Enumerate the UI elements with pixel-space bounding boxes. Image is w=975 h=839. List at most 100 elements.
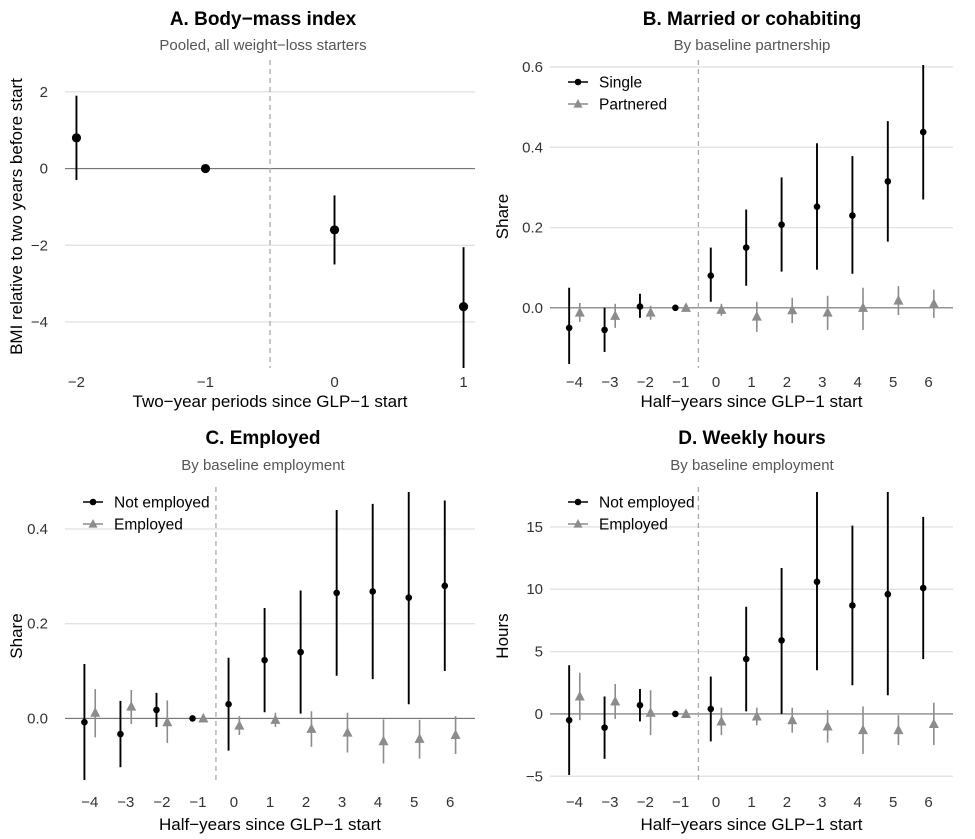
x-tick-label: 2: [783, 374, 791, 391]
series-not-employed: [81, 492, 449, 780]
data-point: [778, 637, 785, 644]
x-tick-label: 1: [747, 794, 755, 811]
data-point: [716, 304, 727, 314]
data-point: [893, 294, 904, 305]
data-point: [742, 655, 750, 663]
panel-title: A. Body−mass index: [170, 9, 357, 30]
data-point: [297, 648, 304, 656]
x-tick-label: 6: [446, 794, 454, 811]
x-tick-label: −2: [68, 374, 85, 391]
data-point: [787, 304, 798, 315]
panel-subtitle: By baseline employment: [670, 457, 834, 474]
data-point: [574, 307, 585, 317]
data-point: [329, 225, 340, 235]
x-tick-label: 4: [854, 794, 862, 811]
data-point: [369, 588, 377, 595]
data-point: [751, 710, 762, 721]
panel-2: 0.6 0.4 0.2 0.0 −4 −3 −2 −1 0 1 2 3 4 5 6 B. Married or…: [493, 9, 953, 411]
data-point: [672, 710, 679, 718]
x-tick-label: −2: [637, 794, 654, 811]
panel-subtitle: By baseline partnership: [674, 37, 831, 54]
data-point: [681, 708, 691, 718]
data-point: [858, 302, 869, 312]
legend-item: Not employed: [568, 495, 695, 512]
x-tick-label: 3: [338, 794, 346, 811]
legend-label: Employed: [599, 517, 668, 534]
y-tick-label: 0.4: [27, 521, 48, 538]
data-point: [126, 700, 137, 711]
y-tick-label: −5: [526, 768, 543, 785]
legend-key-marker: [574, 78, 582, 86]
series-single: [565, 65, 927, 364]
x-tick-label: −3: [601, 794, 618, 811]
data-point: [610, 695, 621, 706]
data-point: [884, 178, 892, 185]
y-tick-label: 0.2: [522, 220, 543, 237]
data-point: [707, 705, 715, 713]
data-point: [450, 729, 461, 740]
x-tick-label: 1: [459, 374, 467, 391]
data-point: [441, 582, 449, 590]
x-tick-label: 0: [330, 374, 338, 391]
y-tick-label: −2: [31, 237, 48, 254]
data-point: [405, 594, 413, 601]
y-tick-label: 5: [535, 644, 543, 661]
legend-label: Not employed: [114, 495, 210, 512]
x-tick-label: 6: [924, 794, 932, 811]
x-tick-label: 3: [818, 794, 826, 811]
x-tick-label: −4: [566, 374, 583, 391]
data-point: [919, 584, 927, 592]
data-point: [813, 203, 821, 210]
data-point: [893, 724, 904, 735]
data-point: [928, 718, 939, 728]
data-point: [928, 298, 939, 308]
y-axis-label: BMI relative to two years before start: [7, 78, 26, 355]
data-point: [645, 307, 656, 317]
x-tick-label: −1: [189, 794, 206, 811]
x-tick-label: −1: [197, 374, 214, 391]
x-tick-label: 1: [747, 374, 755, 391]
x-tick-label: −1: [672, 374, 689, 391]
data-point: [858, 724, 869, 735]
data-point: [342, 727, 353, 737]
y-tick-label: 0.6: [522, 59, 543, 76]
x-tick-label: 0: [230, 794, 238, 811]
panel-subtitle: Pooled, all weight−loss starters: [159, 37, 366, 54]
data-point: [574, 690, 585, 701]
x-tick-label: −2: [637, 374, 654, 391]
data-point: [645, 707, 656, 717]
y-tick-label: 0.4: [522, 139, 543, 156]
x-tick-label: 0: [712, 794, 720, 811]
series-not-employed: [565, 492, 927, 776]
panel-3: 0.4 0.2 0.0 −4 −3 −2 −1 0 1 2 3 4 5 6 C. Employed By ba…: [7, 428, 475, 834]
panel-4: 15 10 5 0 −5 −4 −3 −2 −1 0 1 2 3 4 5 6 D. Weekly hours By…: [493, 428, 953, 834]
series-partnered: [574, 286, 939, 332]
panel-title: D. Weekly hours: [678, 428, 825, 449]
data-point: [200, 163, 211, 174]
legend-key-marker: [574, 498, 582, 506]
y-axis-label: Share: [493, 194, 512, 239]
x-tick-label: 2: [302, 794, 310, 811]
data-point: [90, 707, 101, 717]
x-tick-label: −2: [153, 794, 170, 811]
y-tick-label: 2: [40, 84, 48, 101]
x-axis-label: Half−years since GLP−1 start: [159, 815, 381, 834]
y-tick-label: 0: [40, 161, 48, 178]
x-tick-label: 3: [818, 374, 826, 391]
data-point: [813, 578, 821, 586]
data-point: [458, 302, 469, 312]
data-point: [306, 723, 317, 733]
x-tick-label: 4: [854, 374, 862, 391]
legend-item: Partnered: [568, 97, 667, 114]
data-point: [822, 307, 833, 317]
x-tick-label: −3: [601, 374, 618, 391]
data-point: [81, 718, 88, 726]
data-point: [849, 212, 856, 219]
data-point: [610, 310, 621, 320]
panel-subtitle: By baseline employment: [181, 457, 345, 474]
x-axis-label: Half−years since GLP−1 start: [640, 392, 862, 411]
data-point: [117, 730, 124, 738]
legend-item: Not employed: [83, 495, 210, 512]
data-point: [565, 716, 573, 724]
